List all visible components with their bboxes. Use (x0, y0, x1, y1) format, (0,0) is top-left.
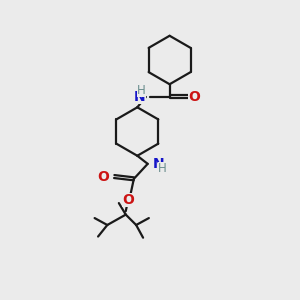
Text: O: O (122, 193, 134, 207)
Text: N: N (134, 90, 146, 104)
Text: N: N (152, 157, 164, 171)
Text: H: H (158, 162, 166, 176)
Text: O: O (188, 90, 200, 104)
Text: O: O (97, 169, 109, 184)
Text: H: H (137, 84, 146, 97)
